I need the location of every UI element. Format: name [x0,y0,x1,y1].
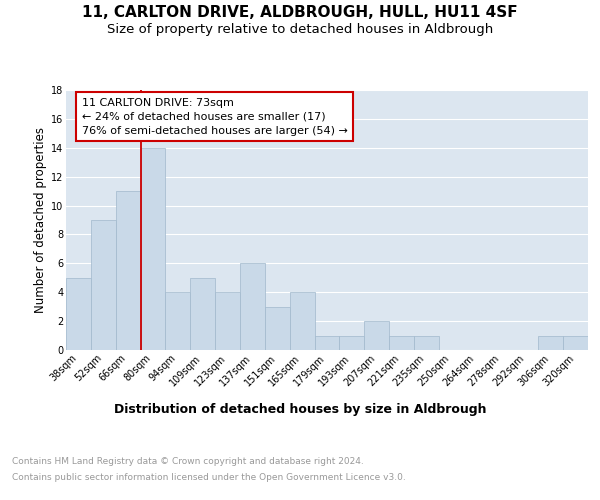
Text: Size of property relative to detached houses in Aldbrough: Size of property relative to detached ho… [107,22,493,36]
Bar [140,148,166,350]
Text: Distribution of detached houses by size in Aldbrough: Distribution of detached houses by size … [114,402,486,415]
Bar [215,292,240,350]
Bar [364,321,389,350]
Bar [389,336,414,350]
Text: 11 CARLTON DRIVE: 73sqm
← 24% of detached houses are smaller (17)
76% of semi-de: 11 CARLTON DRIVE: 73sqm ← 24% of detache… [82,98,347,136]
Bar [538,336,563,350]
Text: Contains HM Land Registry data © Crown copyright and database right 2024.: Contains HM Land Registry data © Crown c… [12,458,364,466]
Bar [290,292,314,350]
Bar [314,336,340,350]
Bar [66,278,91,350]
Bar [166,292,190,350]
Text: 11, CARLTON DRIVE, ALDBROUGH, HULL, HU11 4SF: 11, CARLTON DRIVE, ALDBROUGH, HULL, HU11… [82,5,518,20]
Bar [340,336,364,350]
Bar [414,336,439,350]
Bar [240,264,265,350]
Bar [190,278,215,350]
Y-axis label: Number of detached properties: Number of detached properties [34,127,47,313]
Bar [563,336,588,350]
Text: Contains public sector information licensed under the Open Government Licence v3: Contains public sector information licen… [12,472,406,482]
Bar [265,306,290,350]
Bar [91,220,116,350]
Bar [116,191,140,350]
